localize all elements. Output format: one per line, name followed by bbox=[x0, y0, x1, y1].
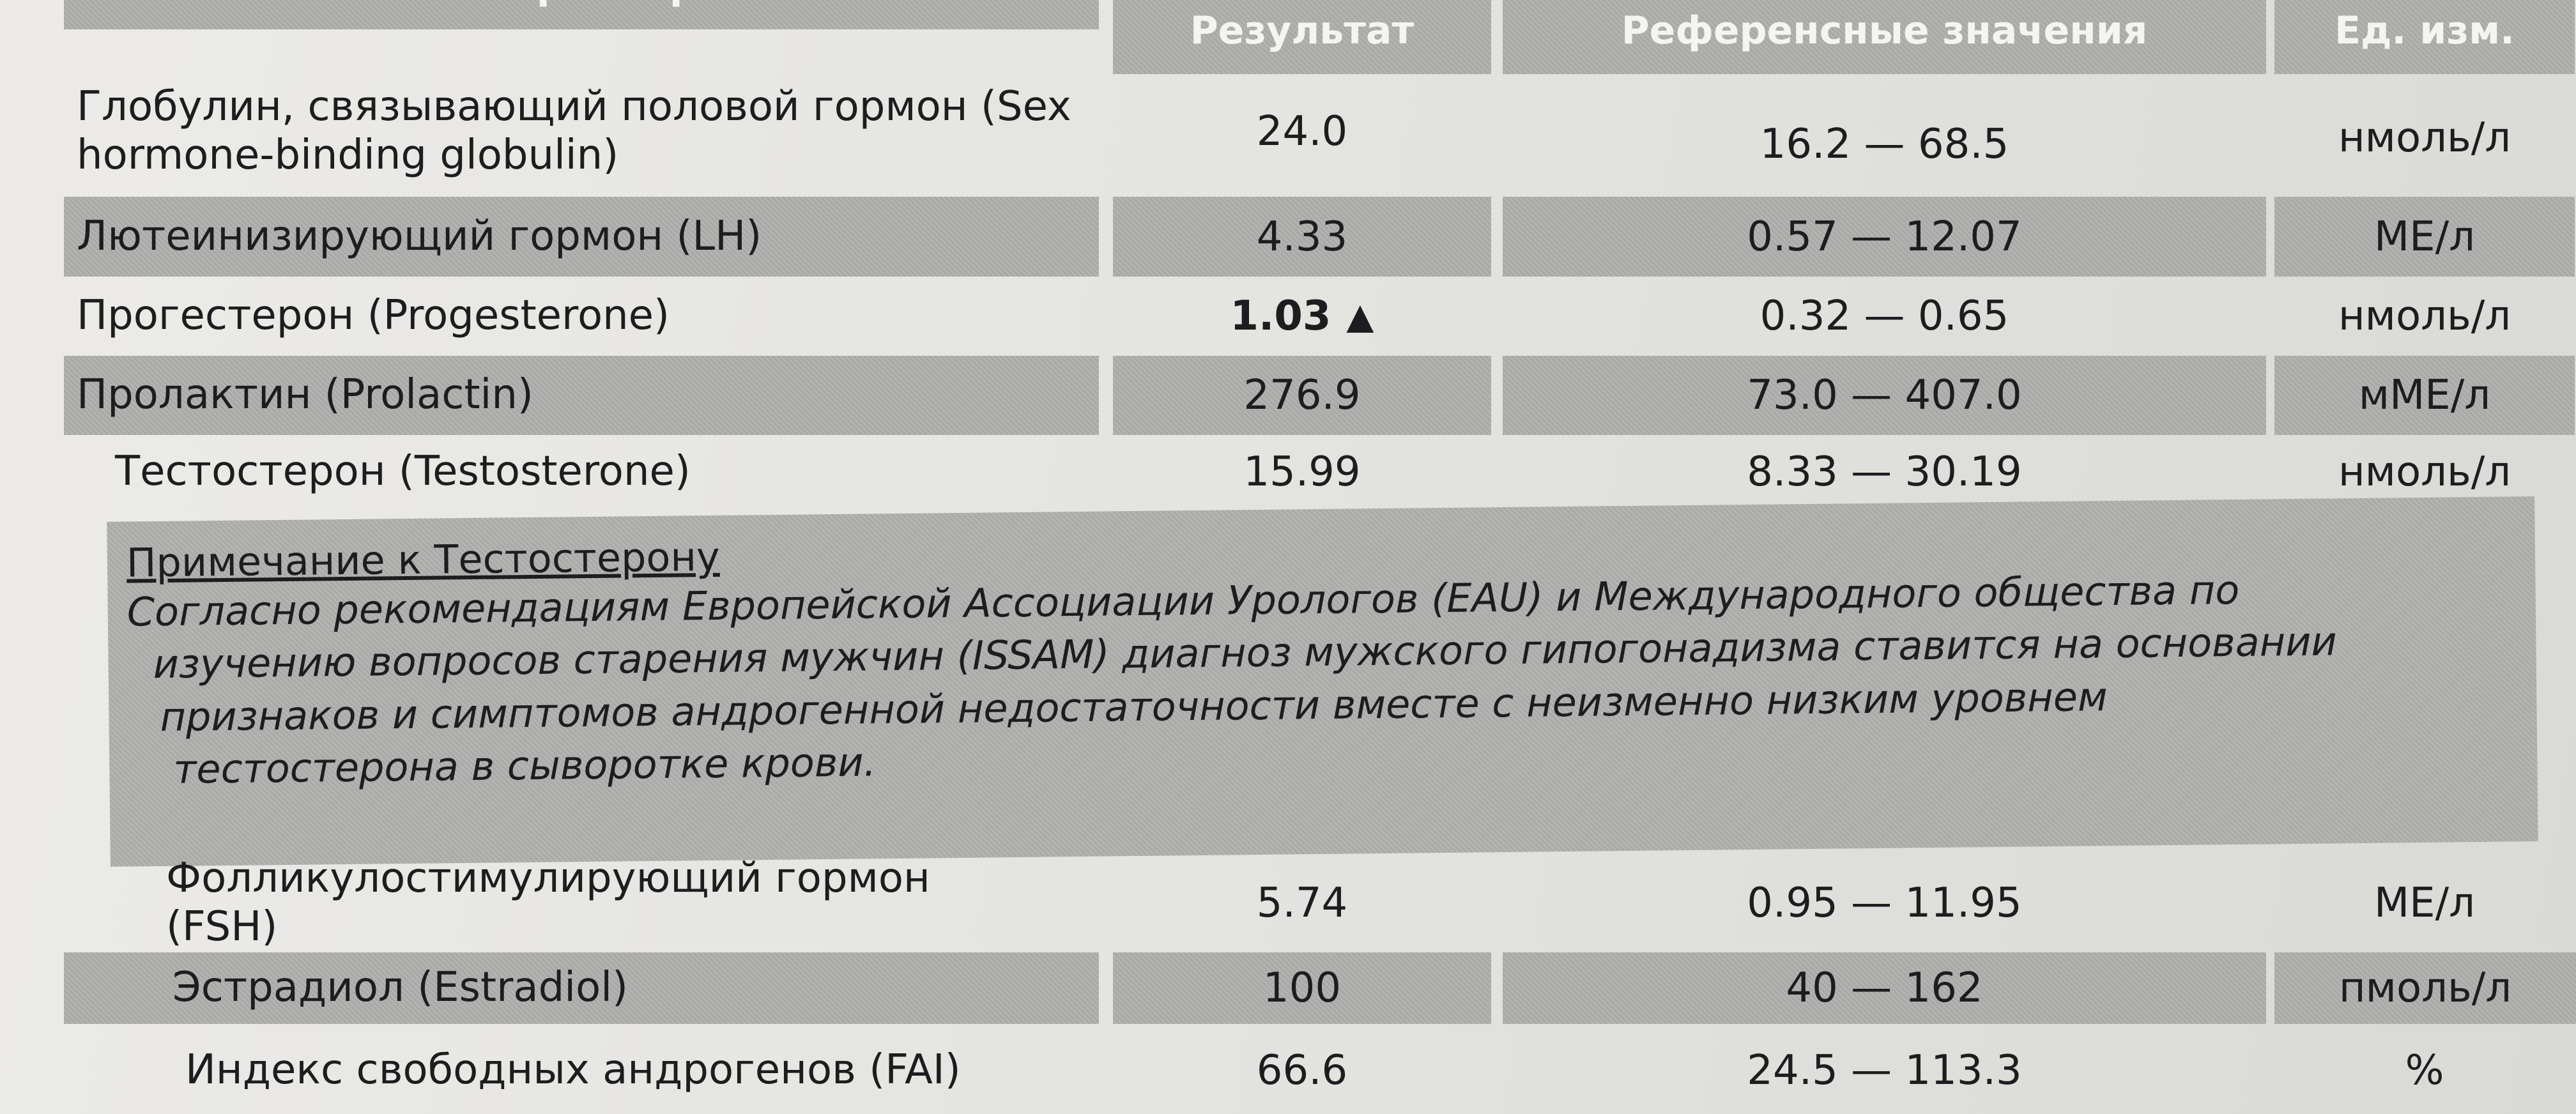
reference: 0.32 — 0.65 bbox=[1759, 293, 2009, 340]
result: 4.33 bbox=[1113, 197, 1491, 277]
table-row: Глобулин, связывающий половой гормон (Se… bbox=[0, 74, 2576, 189]
parameter: Лютеинизирующий гормон (LH) bbox=[64, 197, 1099, 277]
table-row: Тестостерон (Testosterone) 15.99 8.33 — … bbox=[0, 435, 2576, 509]
reference: 40 — 162 bbox=[1503, 952, 2266, 1024]
header-result: Результат bbox=[1113, 0, 1491, 74]
unit: мМЕ/л bbox=[2274, 356, 2575, 435]
reference: 24.5 — 113.3 bbox=[1747, 1046, 2022, 1094]
parameter: Фолликулостимулирующий гормон (FSH) bbox=[166, 855, 930, 950]
note: Примечание к Тестостерону Согласно реком… bbox=[107, 496, 2538, 867]
result: 5.74 bbox=[1256, 880, 1348, 927]
table-row: Индекс свободных андрогенов (FAI) 66.6 2… bbox=[0, 1026, 2576, 1114]
unit: нмоль/л bbox=[2338, 448, 2511, 496]
result-value: 1.03 bbox=[1230, 293, 1331, 340]
unit: % bbox=[2405, 1046, 2444, 1094]
table-row: Лютеинизирующий гормон (LH) 4.33 0.57 — … bbox=[0, 197, 2576, 277]
result: 276.9 bbox=[1113, 356, 1491, 435]
high-flag: ▲ bbox=[1346, 295, 1374, 337]
table-row: Прогестерон (Progesterone) 1.03 ▲ 0.32 — … bbox=[0, 279, 2576, 353]
header-reference: Референсные значения bbox=[1503, 0, 2266, 74]
parameter: Пролактин (Prolactin) bbox=[64, 356, 1099, 435]
unit: пмоль/л bbox=[2274, 952, 2576, 1024]
header-unit: Ед. изм. bbox=[2274, 0, 2575, 74]
parameter: Прогестерон (Progesterone) bbox=[77, 292, 670, 340]
unit: нмоль/л bbox=[2338, 293, 2511, 340]
reference: 0.95 — 11.95 bbox=[1747, 880, 2022, 927]
reference: 16.2 — 68.5 bbox=[1759, 121, 2009, 168]
parameter: Глобулин, связывающий половой гормон (Se… bbox=[77, 83, 1071, 179]
result: 15.99 bbox=[1243, 448, 1361, 496]
parameter: Эстрадиол (Estradiol) bbox=[64, 952, 1099, 1024]
reference: 73.0 — 407.0 bbox=[1503, 356, 2266, 435]
result: 1.03 ▲ bbox=[1113, 279, 1491, 353]
table-row: Пролактин (Prolactin) 276.9 73.0 — 407.0… bbox=[0, 356, 2576, 435]
parameter: Тестостерон (Testosterone) bbox=[115, 448, 691, 496]
unit: нмоль/л bbox=[2338, 114, 2511, 162]
header-row: Параметр Результат Референсные значения … bbox=[0, 0, 2576, 74]
header-parameter: Параметр bbox=[64, 0, 1099, 29]
parameter: Индекс свободных андрогенов (FAI) bbox=[185, 1046, 961, 1094]
table-row: Фолликулостимулирующий гормон (FSH) 5.74… bbox=[0, 854, 2576, 952]
result: 24.0 bbox=[1256, 108, 1348, 155]
table-row: Эстрадиол (Estradiol) 100 40 — 162 пмоль… bbox=[0, 952, 2576, 1024]
reference: 8.33 — 30.19 bbox=[1747, 448, 2022, 496]
result: 66.6 bbox=[1256, 1046, 1348, 1094]
result: 100 bbox=[1113, 952, 1491, 1024]
reference: 0.57 — 12.07 bbox=[1503, 197, 2266, 277]
unit: МЕ/л bbox=[2274, 197, 2575, 277]
unit: МЕ/л bbox=[2373, 880, 2476, 927]
